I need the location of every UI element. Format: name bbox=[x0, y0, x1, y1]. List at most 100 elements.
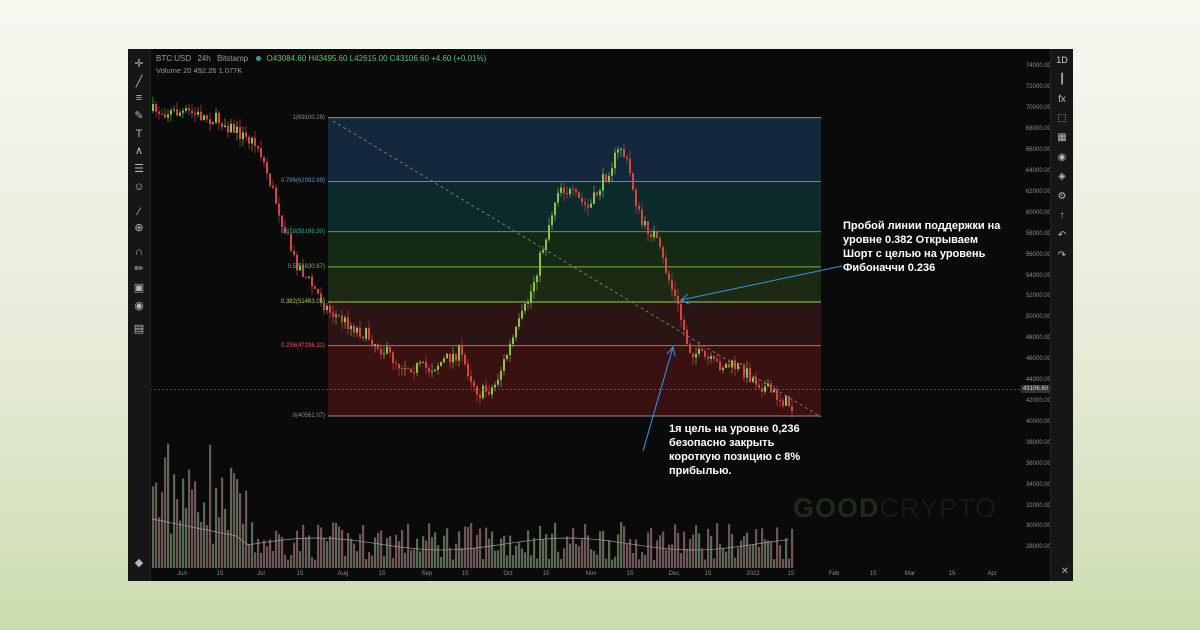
volume-bar bbox=[662, 531, 665, 568]
price-chart[interactable] bbox=[128, 49, 1073, 581]
trash-icon[interactable]: ▤ bbox=[133, 323, 145, 335]
volume-bar bbox=[155, 482, 158, 568]
price-axis[interactable]: 74000.00 72000.00 70000.00 68000.00 66000.00… bbox=[1020, 49, 1051, 581]
fx-icon[interactable]: fx bbox=[1058, 94, 1066, 105]
share-icon[interactable]: ↑ bbox=[1059, 210, 1065, 221]
volume-bar bbox=[635, 539, 638, 568]
time-tick-label: 15 bbox=[704, 571, 712, 577]
candle-body bbox=[782, 400, 784, 406]
volume-bar bbox=[593, 550, 596, 568]
candle-body bbox=[632, 173, 634, 190]
volume-bar bbox=[629, 539, 632, 568]
volume-bar bbox=[725, 551, 728, 568]
volume-ma-line bbox=[151, 518, 789, 551]
volume-bar bbox=[293, 542, 296, 568]
lock-icon[interactable]: ▣ bbox=[133, 282, 145, 294]
volume-bar bbox=[692, 534, 695, 568]
price-tick-label: 44000.00 bbox=[1025, 377, 1051, 384]
candle-body bbox=[557, 192, 559, 203]
stack-icon[interactable]: ◈ bbox=[1058, 171, 1066, 182]
candle-body bbox=[398, 363, 400, 369]
time-tick-label: Nov bbox=[585, 571, 597, 577]
candle-body bbox=[269, 173, 271, 186]
undo-icon[interactable]: ↶ bbox=[1057, 230, 1067, 241]
volume-bar bbox=[605, 558, 608, 568]
candle-body bbox=[599, 190, 601, 196]
candle-body bbox=[518, 318, 520, 327]
ruler-icon[interactable]: ∕ bbox=[138, 206, 140, 218]
candle-body bbox=[236, 126, 238, 133]
volume-bar bbox=[416, 538, 419, 568]
candle-body bbox=[281, 215, 283, 228]
trend-line-icon[interactable]: ╱ bbox=[135, 76, 143, 88]
candle-body bbox=[785, 396, 787, 406]
fib-band bbox=[328, 302, 821, 346]
volume-bar bbox=[410, 550, 413, 568]
symbol-name: BTC:USD bbox=[156, 54, 192, 63]
volume-bar bbox=[617, 534, 620, 568]
volume-bar bbox=[659, 535, 662, 568]
candle-body bbox=[575, 189, 577, 193]
emoji-icon[interactable]: ☺ bbox=[133, 181, 145, 193]
crosshair-icon[interactable]: ✛ bbox=[134, 58, 144, 70]
candle-body bbox=[410, 368, 412, 373]
volume-bar bbox=[791, 528, 794, 568]
volume-bar bbox=[620, 522, 623, 568]
time-tick-label: Feb bbox=[828, 571, 840, 577]
volume-bar bbox=[596, 554, 599, 568]
price-tick-label: 32000.00 bbox=[1025, 502, 1051, 509]
candle-body bbox=[311, 276, 313, 287]
pattern-icon[interactable]: ∧ bbox=[134, 145, 144, 157]
candle-body bbox=[497, 379, 499, 385]
candle-body bbox=[182, 110, 184, 113]
measure-lines-icon[interactable]: ☰ bbox=[134, 163, 144, 175]
candle-body bbox=[581, 198, 583, 203]
redo-icon[interactable]: ↷ bbox=[1057, 250, 1067, 261]
fib-band bbox=[328, 231, 821, 267]
chart-window[interactable]: BTC:USD 24h Bitstamp O43084.60 H43495.60… bbox=[128, 49, 1073, 581]
candle-body bbox=[629, 158, 631, 174]
candle-body bbox=[305, 276, 307, 278]
close-icon[interactable]: ✕ bbox=[1060, 566, 1069, 577]
candle-body bbox=[155, 104, 157, 112]
volume-legend[interactable]: Volume 20 492.26 1.077K bbox=[156, 66, 242, 75]
candle-body bbox=[464, 354, 466, 365]
volume-bar bbox=[779, 545, 782, 568]
volume-bar bbox=[185, 507, 188, 568]
volume-bar bbox=[260, 552, 263, 568]
volume-bar bbox=[257, 538, 260, 568]
price-tick-label: 54000.00 bbox=[1025, 272, 1051, 279]
volume-bar bbox=[158, 517, 161, 568]
candle-body bbox=[185, 108, 187, 111]
symbol-legend[interactable]: BTC:USD 24h Bitstamp O43084.60 H43495.60… bbox=[156, 54, 490, 63]
text-icon[interactable]: T bbox=[135, 128, 143, 140]
volume-bar bbox=[494, 550, 497, 568]
volume-bar bbox=[590, 549, 593, 568]
fib-band bbox=[328, 345, 821, 417]
volume-bar bbox=[248, 543, 251, 568]
annotation-arrows bbox=[642, 265, 843, 452]
magnet-icon[interactable]: ∩ bbox=[135, 246, 143, 258]
price-tick-label: 38000.00 bbox=[1025, 439, 1051, 446]
eye-icon[interactable]: ◉ bbox=[134, 300, 144, 312]
volume-bar bbox=[167, 443, 170, 568]
candles-icon[interactable]: ┃ bbox=[1058, 74, 1066, 85]
volume-bar bbox=[470, 523, 473, 568]
fullscreen-icon[interactable]: ⬚ bbox=[1057, 113, 1067, 124]
time-tick-label: Mar bbox=[904, 571, 916, 577]
volume-bar bbox=[701, 548, 704, 568]
volume-bar bbox=[440, 556, 443, 568]
time-tick-label: 15 bbox=[378, 571, 386, 577]
brush-icon[interactable]: ✎ bbox=[134, 110, 144, 122]
horizontal-lines-icon[interactable]: ≡ bbox=[135, 92, 143, 104]
eye-icon[interactable]: ◉ bbox=[1057, 152, 1067, 163]
candle-body bbox=[521, 310, 523, 319]
gear-icon[interactable]: ⚙ bbox=[1057, 191, 1067, 202]
interval-button[interactable]: 1D bbox=[1056, 55, 1068, 65]
layers-icon[interactable]: ▦ bbox=[1057, 132, 1067, 143]
candle-body bbox=[524, 303, 526, 311]
stay-in-draw-icon[interactable]: ✏ bbox=[134, 263, 144, 275]
volume-bar bbox=[356, 551, 359, 568]
zoom-in-icon[interactable]: ⊕ bbox=[134, 222, 144, 234]
layers-icon[interactable]: ◆ bbox=[134, 557, 144, 569]
